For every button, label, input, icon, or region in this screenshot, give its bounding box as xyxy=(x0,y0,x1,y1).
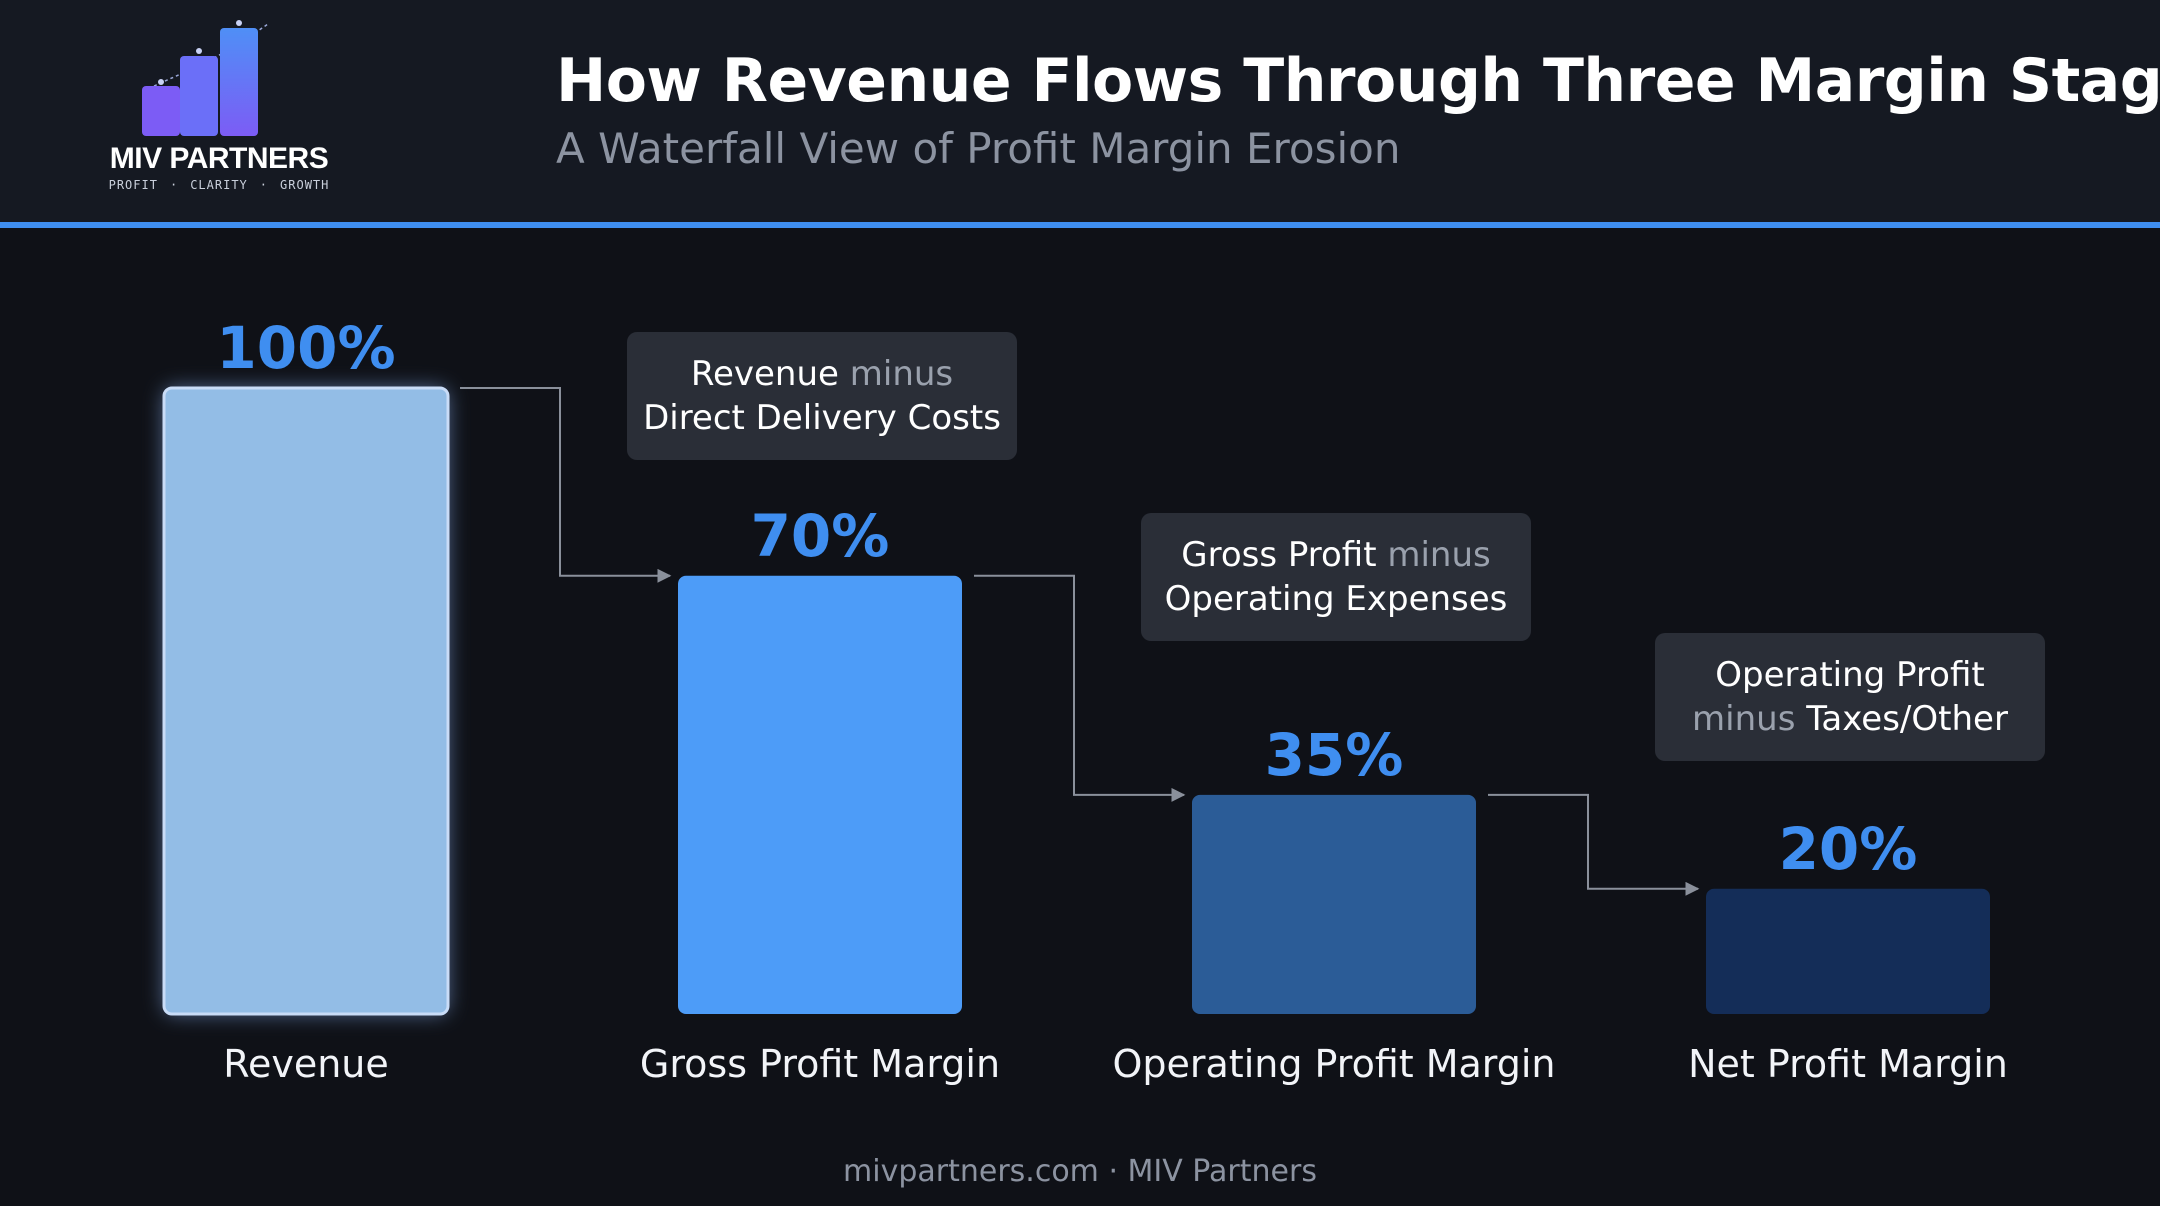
header-band xyxy=(0,0,2160,222)
category-label: Gross Profit Margin xyxy=(640,1042,1000,1086)
step-annotation-1: Revenue minus Direct Delivery Costs xyxy=(627,332,1017,460)
tagline-separator: · xyxy=(169,178,179,192)
category-label: Revenue xyxy=(223,1042,389,1086)
page-subtitle: A Waterfall View of Profit Margin Erosio… xyxy=(556,124,1401,173)
bar-2 xyxy=(1192,794,1476,1014)
step-operator: minus xyxy=(1387,535,1491,575)
step-operator: minus xyxy=(849,354,954,394)
tagline-separator: · xyxy=(259,178,269,192)
value-label: 20% xyxy=(1779,815,1918,883)
connector-arrow xyxy=(1488,793,1700,896)
value-label: 70% xyxy=(751,502,890,570)
step-term: Taxes/Other xyxy=(1806,699,2008,739)
category-label: Operating Profit Margin xyxy=(1112,1042,1555,1086)
header-divider xyxy=(0,222,2160,228)
connector-arrow xyxy=(460,387,672,583)
logo-name: MIV PARTNERS xyxy=(109,142,329,175)
category-label: Net Profit Margin xyxy=(1688,1042,2008,1086)
value-label: 35% xyxy=(1265,721,1404,789)
connector-arrow xyxy=(974,574,1186,802)
step-term: Gross Profit xyxy=(1181,535,1377,575)
bar-3 xyxy=(1706,888,1990,1014)
step-term: Operating Expenses xyxy=(1164,579,1508,619)
bar-1 xyxy=(678,575,962,1014)
step-operator: minus xyxy=(1692,699,1796,739)
tagline-word: GROWTH xyxy=(280,178,330,192)
step-annotation-2: Gross Profit minus Operating Expenses xyxy=(1141,513,1531,641)
tagline-word: PROFIT xyxy=(108,178,158,192)
page-title: How Revenue Flows Through Three Margin S… xyxy=(556,46,2160,116)
step-annotation-3: Operating Profit minus Taxes/Other xyxy=(1655,633,2045,761)
bar-0 xyxy=(162,386,450,1016)
step-term: Operating Profit xyxy=(1715,655,1985,695)
footer-text: mivpartners.com · MIV Partners xyxy=(843,1154,1317,1189)
logo: MIV PARTNERS PROFIT · CLARITY · GROWTH xyxy=(104,18,334,198)
value-label: 100% xyxy=(216,314,395,382)
tagline-word: CLARITY xyxy=(190,178,248,192)
step-term: Direct Delivery Costs xyxy=(643,398,1001,438)
logo-tagline: PROFIT · CLARITY · GROWTH xyxy=(104,178,334,192)
logo-bars-icon xyxy=(142,20,269,136)
step-term: Revenue xyxy=(690,354,839,394)
